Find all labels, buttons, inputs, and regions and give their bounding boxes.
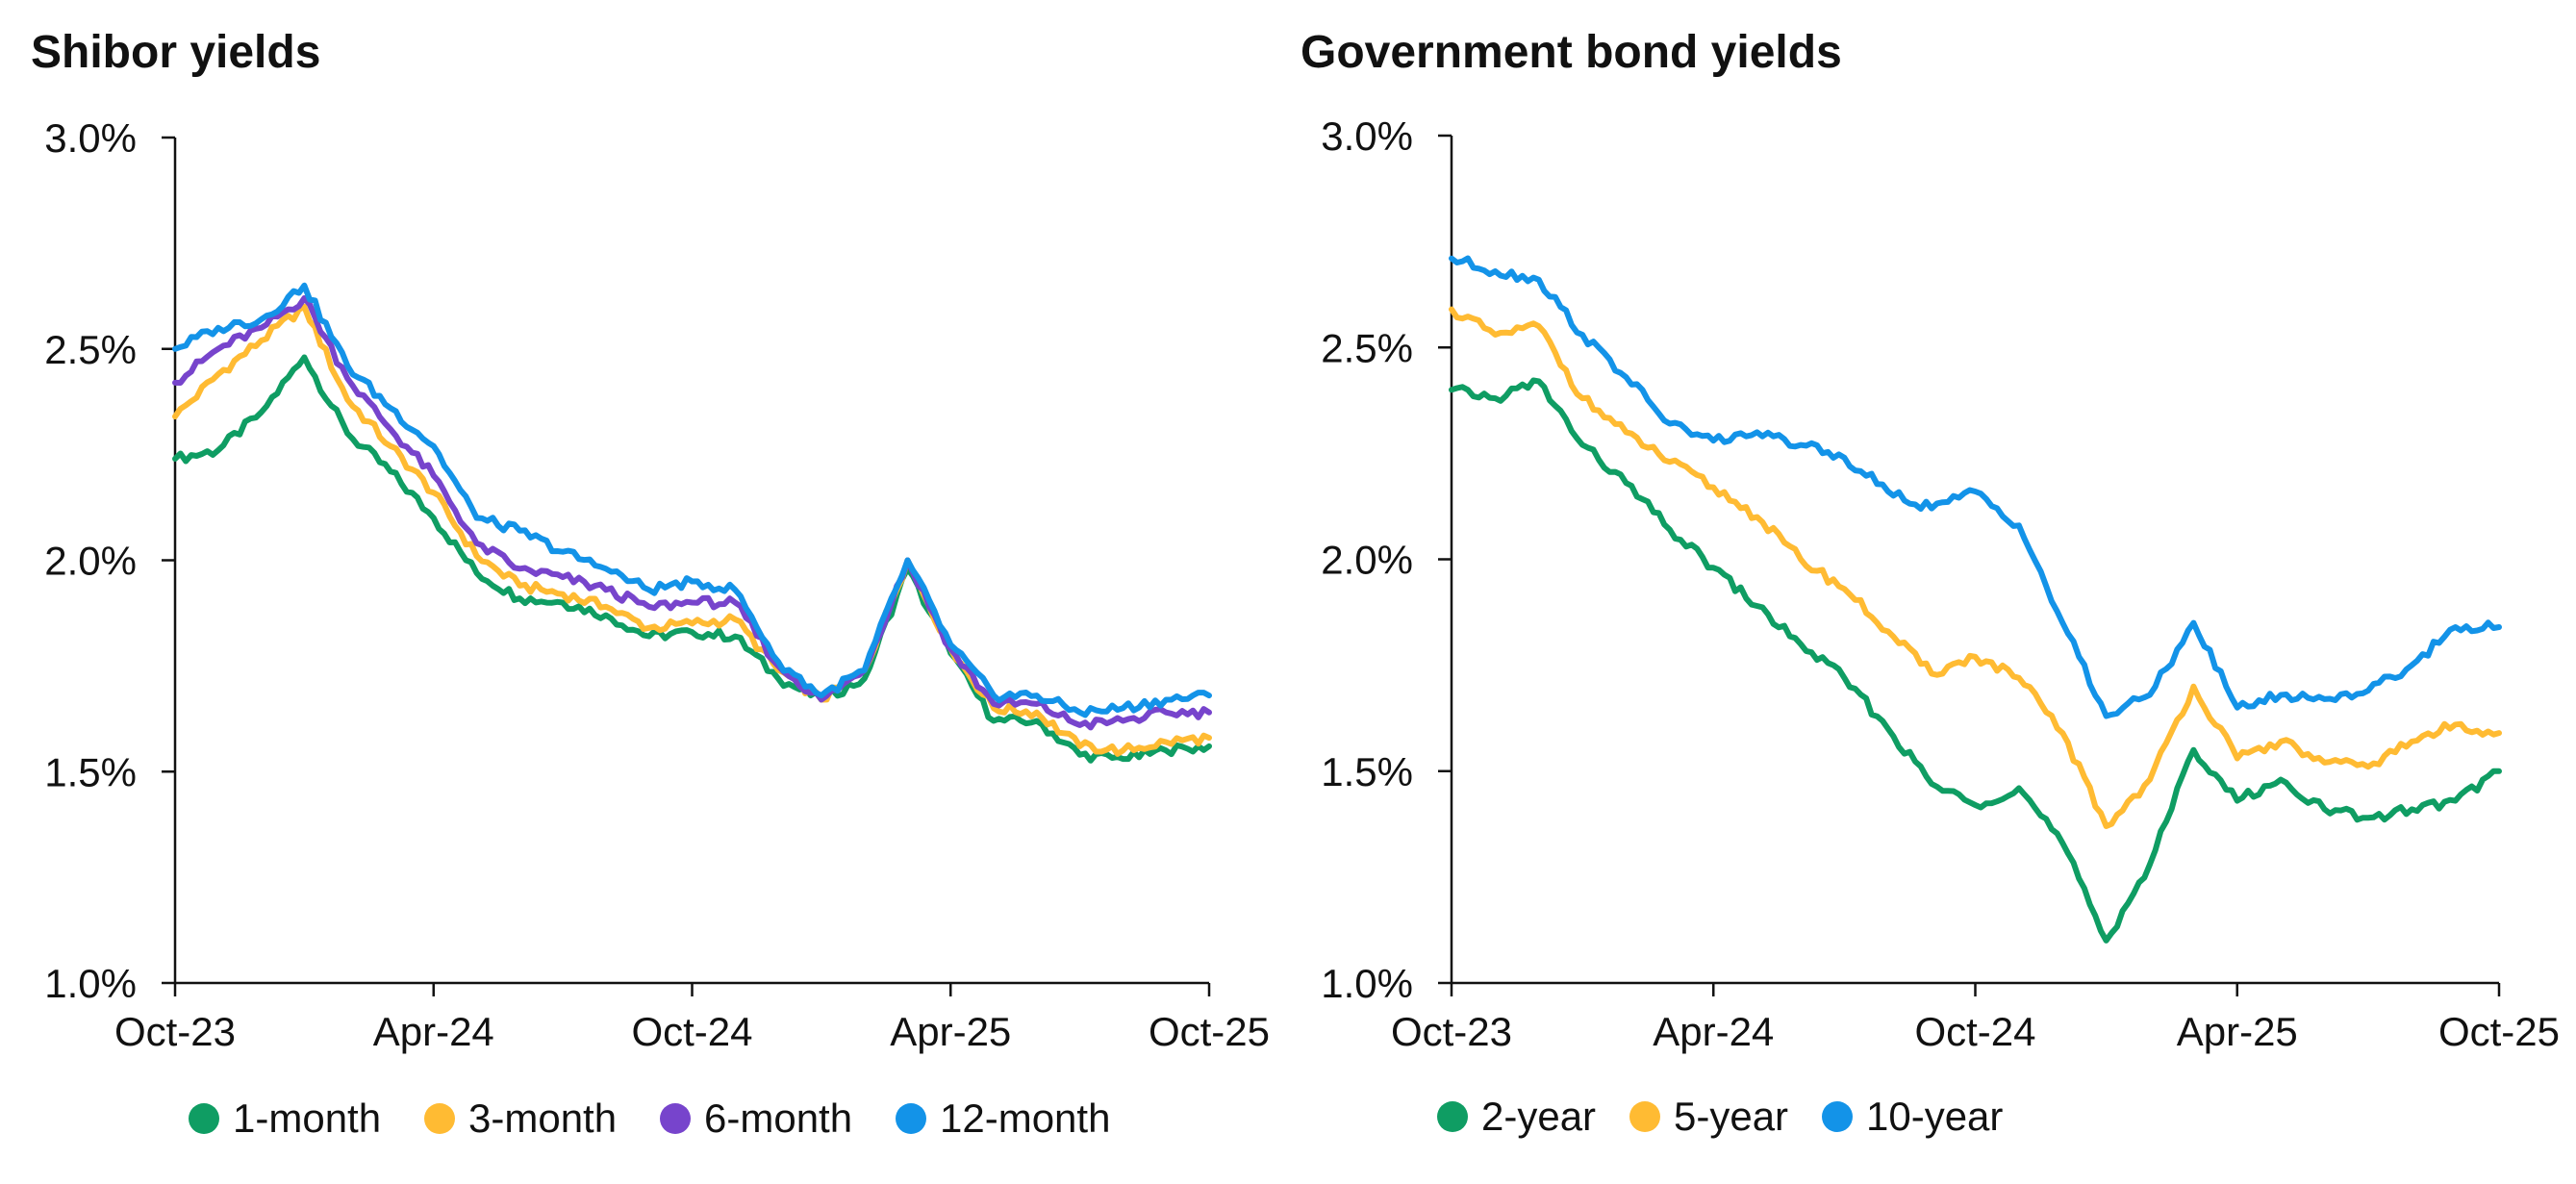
y-tick-label: 2.5%: [44, 327, 137, 372]
shibor-chart-panel: Shibor yields 1.0% 1.5% 2.0% 2.5% 3.0% Oct-23…: [31, 27, 1270, 1141]
series-line-6-month: [172, 295, 1212, 731]
legend-item: 6-month: [660, 1096, 852, 1141]
chart-title: Government bond yields: [1301, 27, 1842, 78]
y-tick-label: 2.0%: [44, 539, 137, 584]
series-line-12-month: [172, 282, 1212, 718]
series-line-2-year: [1449, 377, 2502, 944]
x-tick-label: Oct-25: [1149, 1009, 1270, 1054]
y-tick-label: 3.0%: [44, 115, 137, 161]
legend-marker: [424, 1103, 455, 1134]
legend-marker: [1437, 1101, 1468, 1132]
legend-label: 2-year: [1481, 1094, 1596, 1139]
x-tick-label: Oct-25: [2438, 1009, 2560, 1054]
legend-marker: [1629, 1101, 1660, 1132]
legend-label: 6-month: [704, 1096, 852, 1141]
legend: 2-year 5-year 10-year: [1437, 1094, 2003, 1139]
x-tick-label: Oct-23: [114, 1009, 236, 1054]
chart-title: Shibor yields: [31, 27, 320, 78]
x-tick-label: Oct-23: [1391, 1009, 1512, 1054]
legend-marker: [660, 1103, 691, 1134]
x-tick-label: Apr-25: [890, 1009, 1011, 1054]
legend-label: 1-month: [233, 1096, 381, 1141]
y-tick-label: 2.5%: [1321, 325, 1413, 370]
y-tick-label: 1.5%: [1321, 749, 1413, 794]
y-tick-label: 2.0%: [1321, 538, 1413, 583]
legend-item: 2-year: [1437, 1094, 1596, 1139]
y-tick-label: 1.0%: [44, 961, 137, 1006]
legend-item: 3-month: [424, 1096, 617, 1141]
legend-label: 12-month: [940, 1096, 1110, 1141]
x-tick-label: Oct-24: [1914, 1009, 2035, 1054]
series-line-5-year: [1449, 306, 2502, 829]
series-line-10-year: [1449, 255, 2502, 719]
legend-item: 1-month: [189, 1096, 381, 1141]
y-tick-label: 3.0%: [1321, 113, 1413, 159]
legend-item: 10-year: [1822, 1094, 2003, 1139]
axes: 1.0% 1.5% 2.0% 2.5% 3.0% Oct-23 Apr-24 Oct-24 Ap…: [1321, 113, 2560, 1054]
legend-label: 5-year: [1674, 1094, 1788, 1139]
y-tick-label: 1.5%: [44, 749, 137, 794]
x-tick-label: Apr-24: [373, 1009, 494, 1054]
legend: 1-month 3-month 6-month 12-month: [189, 1096, 1110, 1141]
legend-item: 12-month: [896, 1096, 1110, 1141]
legend-item: 5-year: [1629, 1094, 1788, 1139]
axes: 1.0% 1.5% 2.0% 2.5% 3.0% Oct-23 Apr-24 Oct-24 Ap…: [44, 115, 1270, 1054]
x-tick-label: Apr-25: [2177, 1009, 2298, 1054]
plot-area: [172, 282, 1212, 764]
x-tick-label: Oct-24: [631, 1009, 752, 1054]
legend-marker: [189, 1103, 219, 1134]
series-line-1-month: [172, 354, 1212, 764]
legend-label: 3-month: [468, 1096, 617, 1141]
y-tick-label: 1.0%: [1321, 961, 1413, 1006]
legend-label: 10-year: [1866, 1094, 2003, 1139]
x-tick-label: Apr-24: [1653, 1009, 1774, 1054]
legend-marker: [896, 1103, 926, 1134]
series-line-3-month: [172, 303, 1212, 757]
plot-area: [1449, 255, 2502, 944]
government-bond-chart-panel: Government bond yields 1.0% 1.5% 2.0% 2.5% 3…: [1301, 27, 2560, 1139]
legend-marker: [1822, 1101, 1853, 1132]
